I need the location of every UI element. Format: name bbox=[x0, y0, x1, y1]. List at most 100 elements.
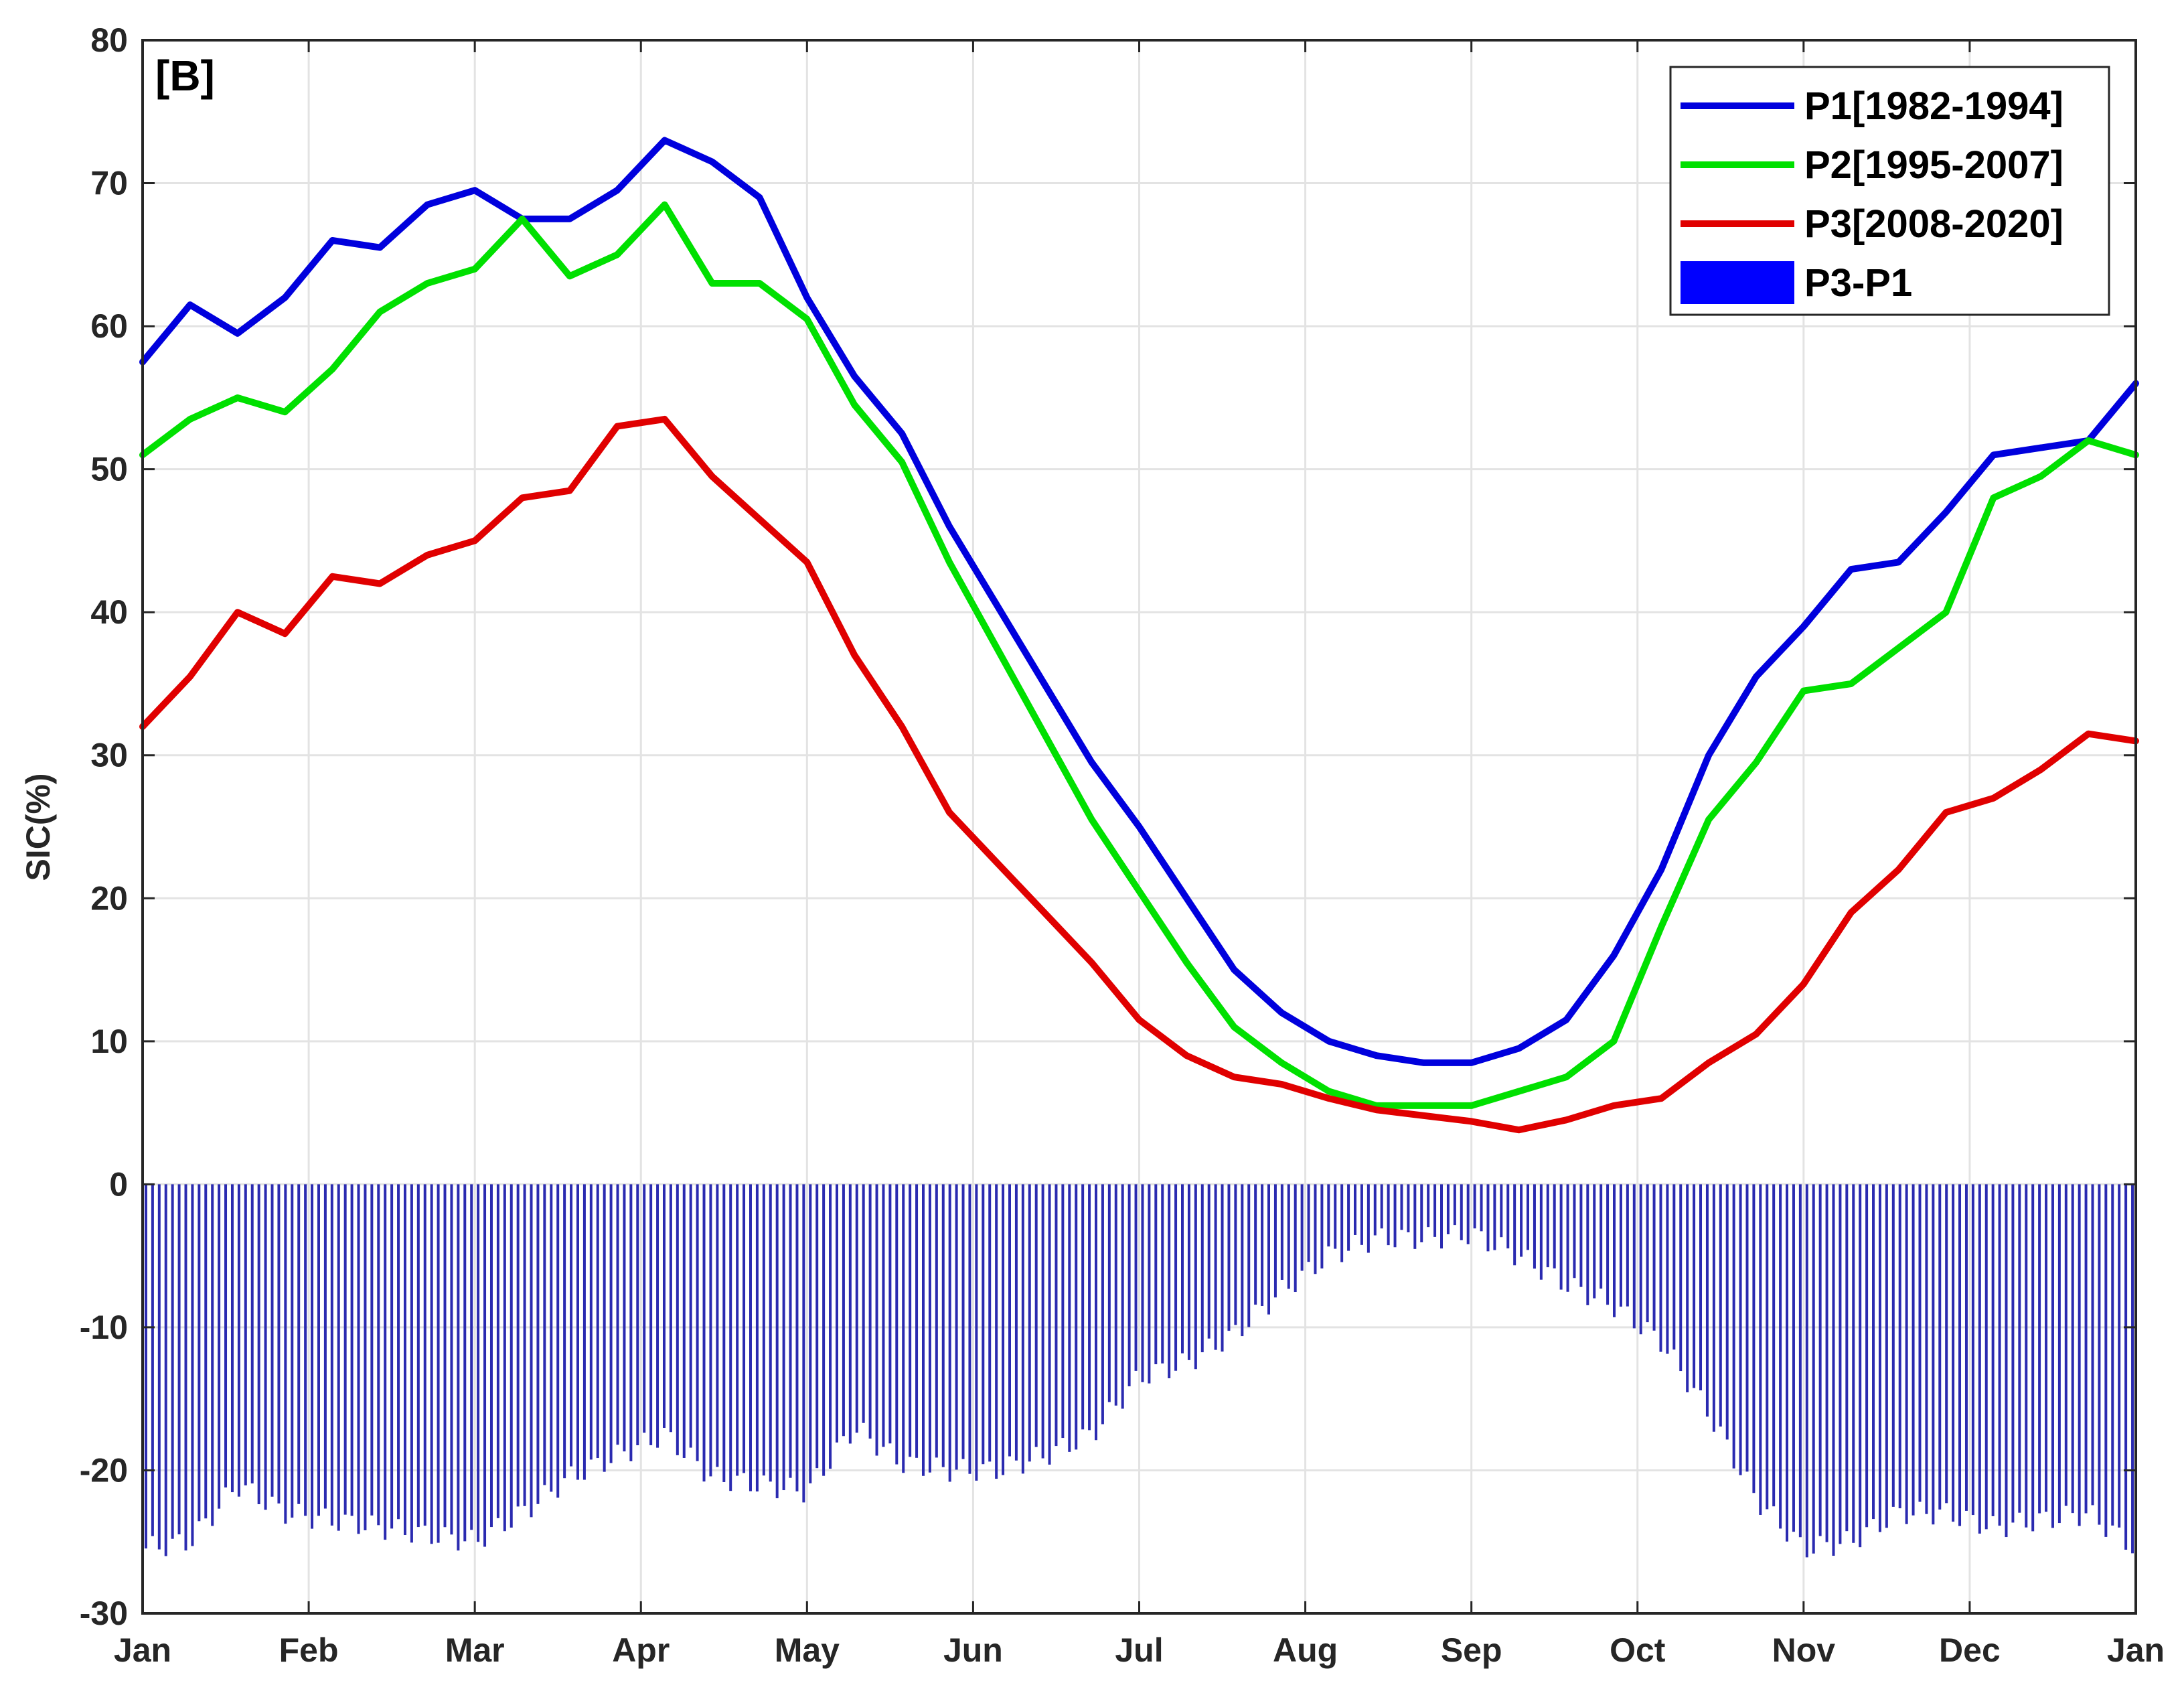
p3-p1-bar bbox=[1214, 1184, 1217, 1350]
p3-p1-bar bbox=[270, 1184, 274, 1497]
p3-p1-bar bbox=[2018, 1184, 2021, 1513]
p3-p1-bar bbox=[1254, 1184, 1257, 1305]
p3-p1-bar bbox=[1958, 1184, 1962, 1526]
p3-p1-bar bbox=[749, 1184, 752, 1491]
p3-p1-bar bbox=[1984, 1184, 1988, 1530]
p3-p1-bar bbox=[1094, 1184, 1097, 1441]
p3-p1-bar bbox=[2064, 1184, 2068, 1506]
grid bbox=[141, 39, 2137, 1615]
p3-p1-bar bbox=[829, 1184, 832, 1469]
p3-p1-bar bbox=[218, 1184, 221, 1509]
p3-p1-bar bbox=[1845, 1184, 1849, 1532]
p3-p1-bar bbox=[1878, 1184, 1881, 1532]
legend: P1[1982-1994] P2[1995-2007] P3[2008-2020] P… bbox=[1669, 66, 2110, 316]
p3-p1-bar bbox=[1686, 1184, 1689, 1392]
p3-p1-bar bbox=[1393, 1184, 1397, 1248]
p3-p1-bar bbox=[1127, 1184, 1131, 1386]
p3-p1-bar bbox=[1978, 1184, 1981, 1534]
p3-p1-bar bbox=[1221, 1184, 1224, 1352]
p3-p1-bar bbox=[1068, 1184, 1071, 1452]
p3-p1-bar bbox=[1194, 1184, 1197, 1370]
legend-label: P3[2008-2020] bbox=[1804, 202, 2063, 246]
p3-p1-bar bbox=[1041, 1184, 1044, 1459]
p3-p1-bar bbox=[1679, 1184, 1683, 1372]
p3-p1-bar bbox=[995, 1184, 998, 1479]
p3-p1-bar bbox=[609, 1184, 613, 1463]
p3-p1-bar bbox=[1693, 1184, 1696, 1388]
p3-p1-bar bbox=[596, 1184, 599, 1459]
p3-p1-bar bbox=[536, 1184, 540, 1504]
p3-p1-bar bbox=[423, 1184, 426, 1526]
p3-p1-bar bbox=[450, 1184, 453, 1535]
p3-p1-bar bbox=[1107, 1184, 1111, 1402]
p3-p1-bar bbox=[1081, 1184, 1085, 1430]
panel-label: [B] bbox=[155, 52, 215, 100]
p3-p1-bar bbox=[1294, 1184, 1297, 1293]
p3-p1-bar bbox=[397, 1184, 400, 1520]
p3-p1-bar bbox=[416, 1184, 420, 1528]
p3-p1-bar bbox=[1586, 1184, 1589, 1305]
p3-p1-bar bbox=[1918, 1184, 1922, 1502]
p3-p1-bar bbox=[1347, 1184, 1350, 1251]
p3-p1-bar bbox=[1527, 1184, 1530, 1250]
p3-p1-bar bbox=[2031, 1184, 2035, 1532]
series-line-2 bbox=[139, 415, 2139, 1134]
p3-p1-bar bbox=[1261, 1184, 1264, 1306]
p3-p1-bar bbox=[477, 1184, 480, 1542]
p3-p1-bar bbox=[1407, 1184, 1410, 1233]
p3-p1-bar bbox=[1300, 1184, 1304, 1271]
p3-p1-bar bbox=[1088, 1184, 1091, 1431]
p3-p1-bar bbox=[1613, 1184, 1616, 1317]
p3-p1-bar bbox=[543, 1184, 546, 1485]
p3-p1-bar bbox=[1287, 1184, 1290, 1289]
p3-p1-bar bbox=[1453, 1184, 1456, 1226]
p3-p1-bar bbox=[1247, 1184, 1251, 1327]
p3-p1-bar bbox=[1579, 1184, 1583, 1287]
p3-p1-bar bbox=[1314, 1184, 1317, 1274]
p3-p1-bar bbox=[1865, 1184, 1869, 1528]
p3-p1-bar bbox=[1520, 1184, 1523, 1257]
p3-p1-bar bbox=[1400, 1184, 1403, 1230]
p3-p1-bar bbox=[1327, 1184, 1330, 1247]
p3-p1-bar bbox=[1759, 1184, 1762, 1515]
p3-p1-bar bbox=[855, 1184, 858, 1433]
p3-p1-bar bbox=[1048, 1184, 1051, 1465]
p3-p1-bar bbox=[1360, 1184, 1363, 1245]
p3-p1-bar bbox=[636, 1184, 639, 1446]
p3-p1-bar bbox=[1805, 1184, 1808, 1558]
p3-p1-bar bbox=[1427, 1184, 1430, 1228]
x-tick-label: Sep bbox=[1441, 1631, 1502, 1669]
p3-p1-bar bbox=[935, 1184, 938, 1458]
p3-p1-bar bbox=[629, 1184, 633, 1461]
p3-p1-bar bbox=[1832, 1184, 1835, 1556]
p3-p1-bar bbox=[1632, 1184, 1636, 1329]
p3-p1-bar bbox=[1646, 1184, 1649, 1323]
x-tick-label: Jun bbox=[943, 1631, 1003, 1669]
p3-p1-bar bbox=[1712, 1184, 1715, 1432]
p3-p1-bar bbox=[1825, 1184, 1828, 1542]
p3-p1-bar bbox=[1101, 1184, 1104, 1424]
x-tick-label: May bbox=[775, 1631, 840, 1669]
p3-p1-bar bbox=[755, 1184, 759, 1492]
p3-p1-bar bbox=[982, 1184, 985, 1465]
p3-p1-bar bbox=[736, 1184, 739, 1476]
p3-p1-bar bbox=[1812, 1184, 1815, 1554]
p3-p1-bar bbox=[443, 1184, 447, 1528]
p3-p1-bar bbox=[1486, 1184, 1490, 1252]
p3-p1-bar bbox=[570, 1184, 573, 1467]
legend-label: P2[1995-2007] bbox=[1804, 143, 2063, 187]
p3-p1-bar bbox=[782, 1184, 785, 1491]
p3-p1-bar bbox=[264, 1184, 267, 1510]
p3-p1-bar bbox=[177, 1184, 181, 1535]
p3-p1-bar bbox=[1267, 1184, 1271, 1315]
y-tick-label: 70 bbox=[90, 165, 128, 202]
p3-p1-bar bbox=[204, 1184, 208, 1519]
p3-p1-bar bbox=[1373, 1184, 1377, 1236]
p3-p1-bar bbox=[1533, 1184, 1536, 1269]
p3-p1-bar bbox=[1061, 1184, 1065, 1439]
series-line-0 bbox=[139, 137, 2139, 1066]
p3-p1-bar bbox=[809, 1184, 812, 1483]
p3-p1-bar bbox=[1234, 1184, 1237, 1325]
p3-p1-bar bbox=[1174, 1184, 1178, 1371]
p3-p1-bar bbox=[516, 1184, 520, 1507]
